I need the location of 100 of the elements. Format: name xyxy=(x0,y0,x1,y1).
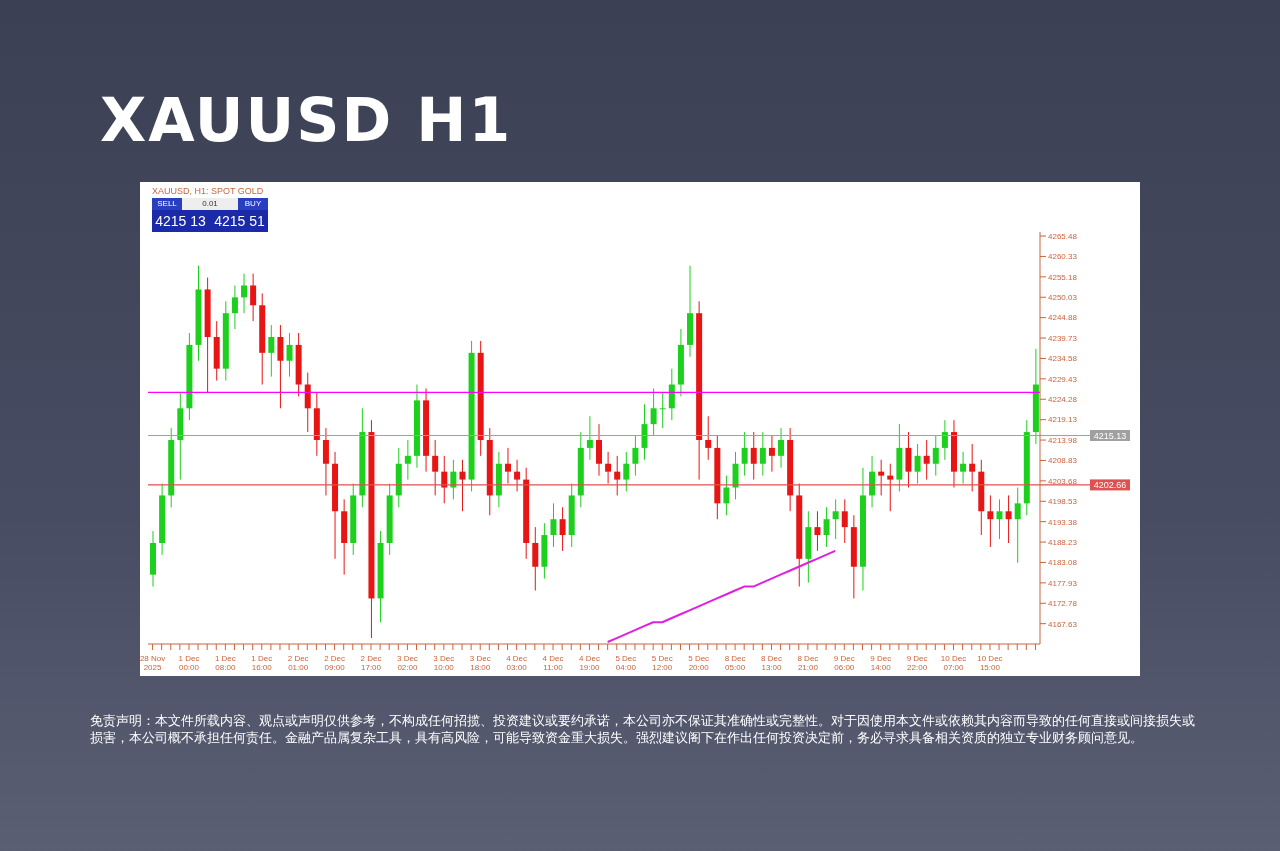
y-tick-label: 4208.83 xyxy=(1048,456,1078,466)
y-tick-label: 4183.08 xyxy=(1048,558,1078,568)
candlestick xyxy=(705,415,712,461)
text: 免责声明：本文件所载内容、观点或声明仅供参考，不构成任何招揽、投资建议或要约承诺，本公司亦不保证其准确性或完整性。对于因使用本文件或依赖其内容而导致的任何直接或间接损失或损害，本公司概不承担任何责任。金融产品属复杂工具，具有高风险，可能导致资金重大损失。强烈建议阁下在作出任何投资决定前，务必寻求具备相关资质的独立专业财务顾问意见。 xyxy=(90,712,1196,746)
candlestick xyxy=(322,427,329,496)
y-tick-label: 4188.23 xyxy=(1048,537,1078,547)
candlestick xyxy=(514,459,521,492)
x-tick-label: 4 Dec 19:00 xyxy=(579,654,600,672)
candlestick xyxy=(905,431,912,489)
candlestick xyxy=(987,494,994,548)
candlestick xyxy=(532,526,539,592)
candlestick xyxy=(723,475,730,516)
candlestick xyxy=(623,451,630,492)
x-tick-label: 4 Dec 11:00 xyxy=(542,654,564,672)
y-tick-label: 4167.63 xyxy=(1048,619,1078,629)
x-tick-label: 9 Dec 22:00 xyxy=(906,654,928,672)
y-tick-label: 4229.43 xyxy=(1048,374,1078,384)
candlestick xyxy=(605,451,612,485)
y-tick-label: 4203.68 xyxy=(1048,476,1078,486)
text: BUY xyxy=(238,198,268,210)
x-tick-label: 8 Dec 21:00 xyxy=(797,654,819,672)
line-series xyxy=(606,549,837,644)
x-tick-label: 1 Dec 00:00 xyxy=(178,654,200,672)
y-tick-label: 4265.48 xyxy=(1048,231,1078,241)
candlestick xyxy=(778,427,785,469)
candlestick xyxy=(878,459,885,496)
candlestick xyxy=(887,463,894,512)
candlestick xyxy=(277,324,284,409)
candlestick xyxy=(250,273,257,322)
y-tick-label: 4177.93 xyxy=(1048,578,1078,588)
candlestick xyxy=(814,510,821,552)
y-tick-label: 4213.98 xyxy=(1048,435,1078,445)
candlestick xyxy=(614,455,621,496)
candlestick xyxy=(932,435,939,477)
candlestick xyxy=(586,415,593,461)
candlestick xyxy=(823,506,830,548)
text: 4215 13 xyxy=(154,212,207,231)
x-tick-label: 4 Dec 03:00 xyxy=(506,654,528,672)
x-tick-label: 2 Dec 09:00 xyxy=(324,654,346,672)
candlestick xyxy=(750,431,757,481)
candlestick xyxy=(996,498,1003,540)
x-tick-label: 2 Dec 17:00 xyxy=(360,654,382,672)
candlestick xyxy=(268,324,275,378)
y-tick-label: 4234.58 xyxy=(1048,354,1078,364)
candlestick xyxy=(732,451,739,500)
candlestick xyxy=(1014,487,1021,564)
candlestick xyxy=(841,498,848,544)
candlestick xyxy=(741,431,748,477)
candlestick xyxy=(286,332,293,378)
chart-title: XAUUSD H1 xyxy=(100,85,513,155)
x-tick-label: 8 Dec 05:00 xyxy=(724,654,746,672)
text: 0.01 xyxy=(182,198,238,210)
x-tick-label: 3 Dec 10:00 xyxy=(433,654,455,672)
text: SELL xyxy=(152,198,182,210)
candlestick xyxy=(231,284,238,330)
candlestick xyxy=(914,443,921,485)
candlestick xyxy=(969,443,976,492)
x-tick-label: 8 Dec 13:00 xyxy=(761,654,783,672)
candlestick xyxy=(559,506,566,552)
x-tick-label: 10 Dec 07:00 xyxy=(940,654,967,672)
candlestick xyxy=(1005,494,1012,544)
candlestick xyxy=(632,435,639,477)
candlestick xyxy=(404,439,411,481)
y-tick-label: 4219.13 xyxy=(1048,415,1078,425)
x-tick-label: 5 Dec 20:00 xyxy=(688,654,710,672)
candlestick xyxy=(432,439,439,496)
ref-line-label: 4215.13 xyxy=(1093,430,1127,441)
ref-line-label: 4202.66 xyxy=(1093,479,1127,490)
x-tick-label: 3 Dec 02:00 xyxy=(396,654,418,672)
candlestick xyxy=(641,403,648,461)
text: XAUUSD, H1: SPOT GOLD xyxy=(152,186,264,196)
x-tick-label: 3 Dec 18:00 xyxy=(469,654,491,672)
y-tick-label: 4172.78 xyxy=(1048,599,1078,609)
candlestick xyxy=(650,387,657,437)
candlestick xyxy=(960,451,967,485)
y-tick-label: 4239.73 xyxy=(1048,333,1078,343)
candlestick xyxy=(768,435,775,473)
x-tick-label: 9 Dec 14:00 xyxy=(870,654,892,672)
candlestick xyxy=(504,447,511,485)
y-tick-label: 4255.18 xyxy=(1048,272,1078,282)
candlestick xyxy=(659,391,666,429)
y-tick-label: 4244.88 xyxy=(1048,313,1078,323)
x-tick-label: 1 Dec 16:00 xyxy=(251,654,273,672)
text: 4215 51 xyxy=(213,212,266,231)
y-tick-label: 4260.33 xyxy=(1048,252,1078,262)
candlestick xyxy=(941,419,948,461)
y-tick-label: 4193.38 xyxy=(1048,517,1078,527)
x-tick-label: 2 Dec 01:00 xyxy=(287,654,309,672)
x-tick-label: 1 Dec 08:00 xyxy=(214,654,236,672)
candlestick xyxy=(241,273,248,314)
x-tick-label: 10 Dec 15:00 xyxy=(977,654,1003,672)
x-tick-label: 5 Dec 12:00 xyxy=(651,654,673,672)
y-tick-label: 4224.28 xyxy=(1048,395,1078,405)
candlestick xyxy=(759,431,766,477)
x-tick-label: 28 Nov 2025 xyxy=(139,654,166,672)
candlestick xyxy=(668,368,675,421)
x-tick-label: 5 Dec 04:00 xyxy=(615,654,637,672)
y-tick-label: 4198.53 xyxy=(1048,497,1078,507)
candlestick xyxy=(459,459,466,512)
y-tick-label: 4250.03 xyxy=(1048,293,1078,303)
